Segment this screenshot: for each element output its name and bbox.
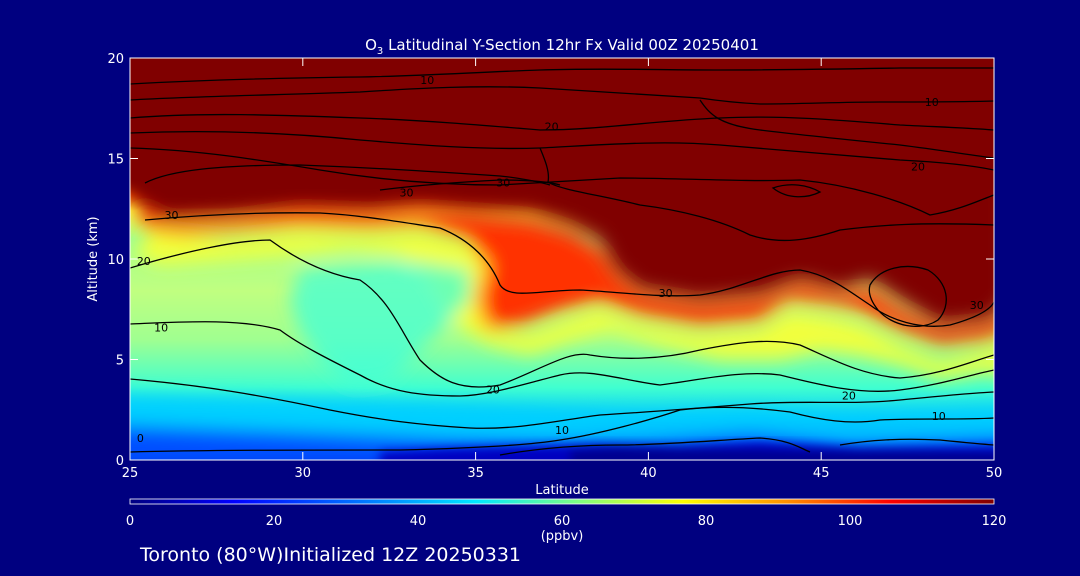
colorbar-tick-label: 100 — [838, 514, 863, 529]
contour-label: 30 — [164, 209, 178, 222]
contour-30-loop — [868, 265, 947, 327]
contour-label: 20 — [911, 161, 925, 174]
colorbar-unit: (ppbv) — [541, 529, 584, 544]
contour-label: 10 — [420, 74, 434, 87]
contour-label: 30 — [496, 177, 510, 190]
contour-lines — [130, 67, 994, 456]
x-tick-label: 45 — [813, 466, 830, 481]
contour-label: 10 — [925, 96, 939, 109]
x-tick-label: 30 — [295, 466, 312, 481]
y-tick-label: 20 — [107, 52, 124, 67]
y-tick-label: 10 — [107, 253, 124, 268]
contour-upper-2 — [144, 164, 551, 186]
contour-label: 30 — [970, 299, 984, 312]
contour-upper-8 — [699, 99, 994, 159]
x-tick-label: 40 — [640, 466, 657, 481]
x-axis-ticks: 25 30 35 40 45 50 — [122, 58, 1003, 481]
y-axis-label: Altitude (km) — [86, 216, 101, 301]
y-tick-label: 0 — [116, 454, 124, 469]
title-rest: Latitudinal Y-Section 12hr Fx Valid 00Z … — [383, 36, 759, 54]
contour-label: 20 — [486, 384, 500, 397]
surface-darkblue — [570, 446, 994, 460]
y-tick-label: 15 — [107, 153, 124, 168]
y-axis-ticks: 0 5 10 15 20 — [107, 52, 994, 469]
contour-label: 10 — [154, 321, 168, 334]
y-tick-label: 5 — [116, 354, 124, 369]
contour-surface-1 — [130, 406, 994, 453]
contour-label: 20 — [137, 255, 151, 268]
contour-30-a — [144, 212, 994, 327]
colorbar-tick-label: 40 — [410, 514, 427, 529]
colorbar-tick-label: 20 — [266, 514, 283, 529]
ozone-field — [130, 58, 994, 460]
tropopause-band — [140, 205, 994, 345]
contour-upper-loop — [771, 184, 822, 198]
colorbar-tick-label: 80 — [698, 514, 715, 529]
contour-label: 10 — [555, 424, 569, 437]
cyan-tongue — [290, 262, 470, 385]
x-tick-label: 35 — [467, 466, 484, 481]
colorbar — [129, 498, 995, 505]
contour-upper-9 — [539, 147, 994, 242]
contour-surface-2 — [499, 437, 811, 456]
footer-init-text: Toronto (80°W)Initialized 12Z 20250331 — [139, 544, 521, 566]
contour-10-tropo — [130, 321, 994, 397]
contour-upper-4 — [130, 131, 994, 171]
colorbar-tick-label: 120 — [982, 514, 1007, 529]
colorbar-tick-label: 60 — [554, 514, 571, 529]
colorbar-ticks: 0 20 40 60 80 100 120 — [126, 514, 1007, 529]
contour-label: 30 — [659, 287, 673, 300]
chart-title: O3 Latitudinal Y-Section 12hr Fx Valid 0… — [365, 36, 759, 57]
contour-20 — [130, 239, 994, 388]
contour-10-lower — [130, 378, 994, 429]
contour-label: 30 — [399, 187, 413, 200]
colorbar-tick-label: 0 — [126, 514, 134, 529]
contour-label: 0 — [137, 432, 144, 445]
high-ozone-region — [130, 58, 994, 325]
contour-label: 10 — [932, 410, 946, 423]
contour-upper-6 — [130, 86, 994, 105]
x-tick-label: 50 — [986, 466, 1003, 481]
x-tick-label: 25 — [122, 466, 139, 481]
contour-label: 20 — [545, 120, 559, 133]
contour-labels: 10 20 30 20 10 30 20 10 30 30 30 10 20 10 20 0 — [137, 74, 984, 445]
x-axis-label: Latitude — [535, 483, 589, 498]
contour-upper-7 — [130, 67, 994, 85]
title-subscript: 3 — [377, 46, 383, 57]
contour-upper-5 — [130, 113, 994, 131]
contour-label: 20 — [842, 390, 856, 403]
contour-surface-3 — [839, 438, 994, 446]
contour-upper-3 — [379, 179, 561, 191]
contour-upper-1 — [130, 147, 994, 216]
